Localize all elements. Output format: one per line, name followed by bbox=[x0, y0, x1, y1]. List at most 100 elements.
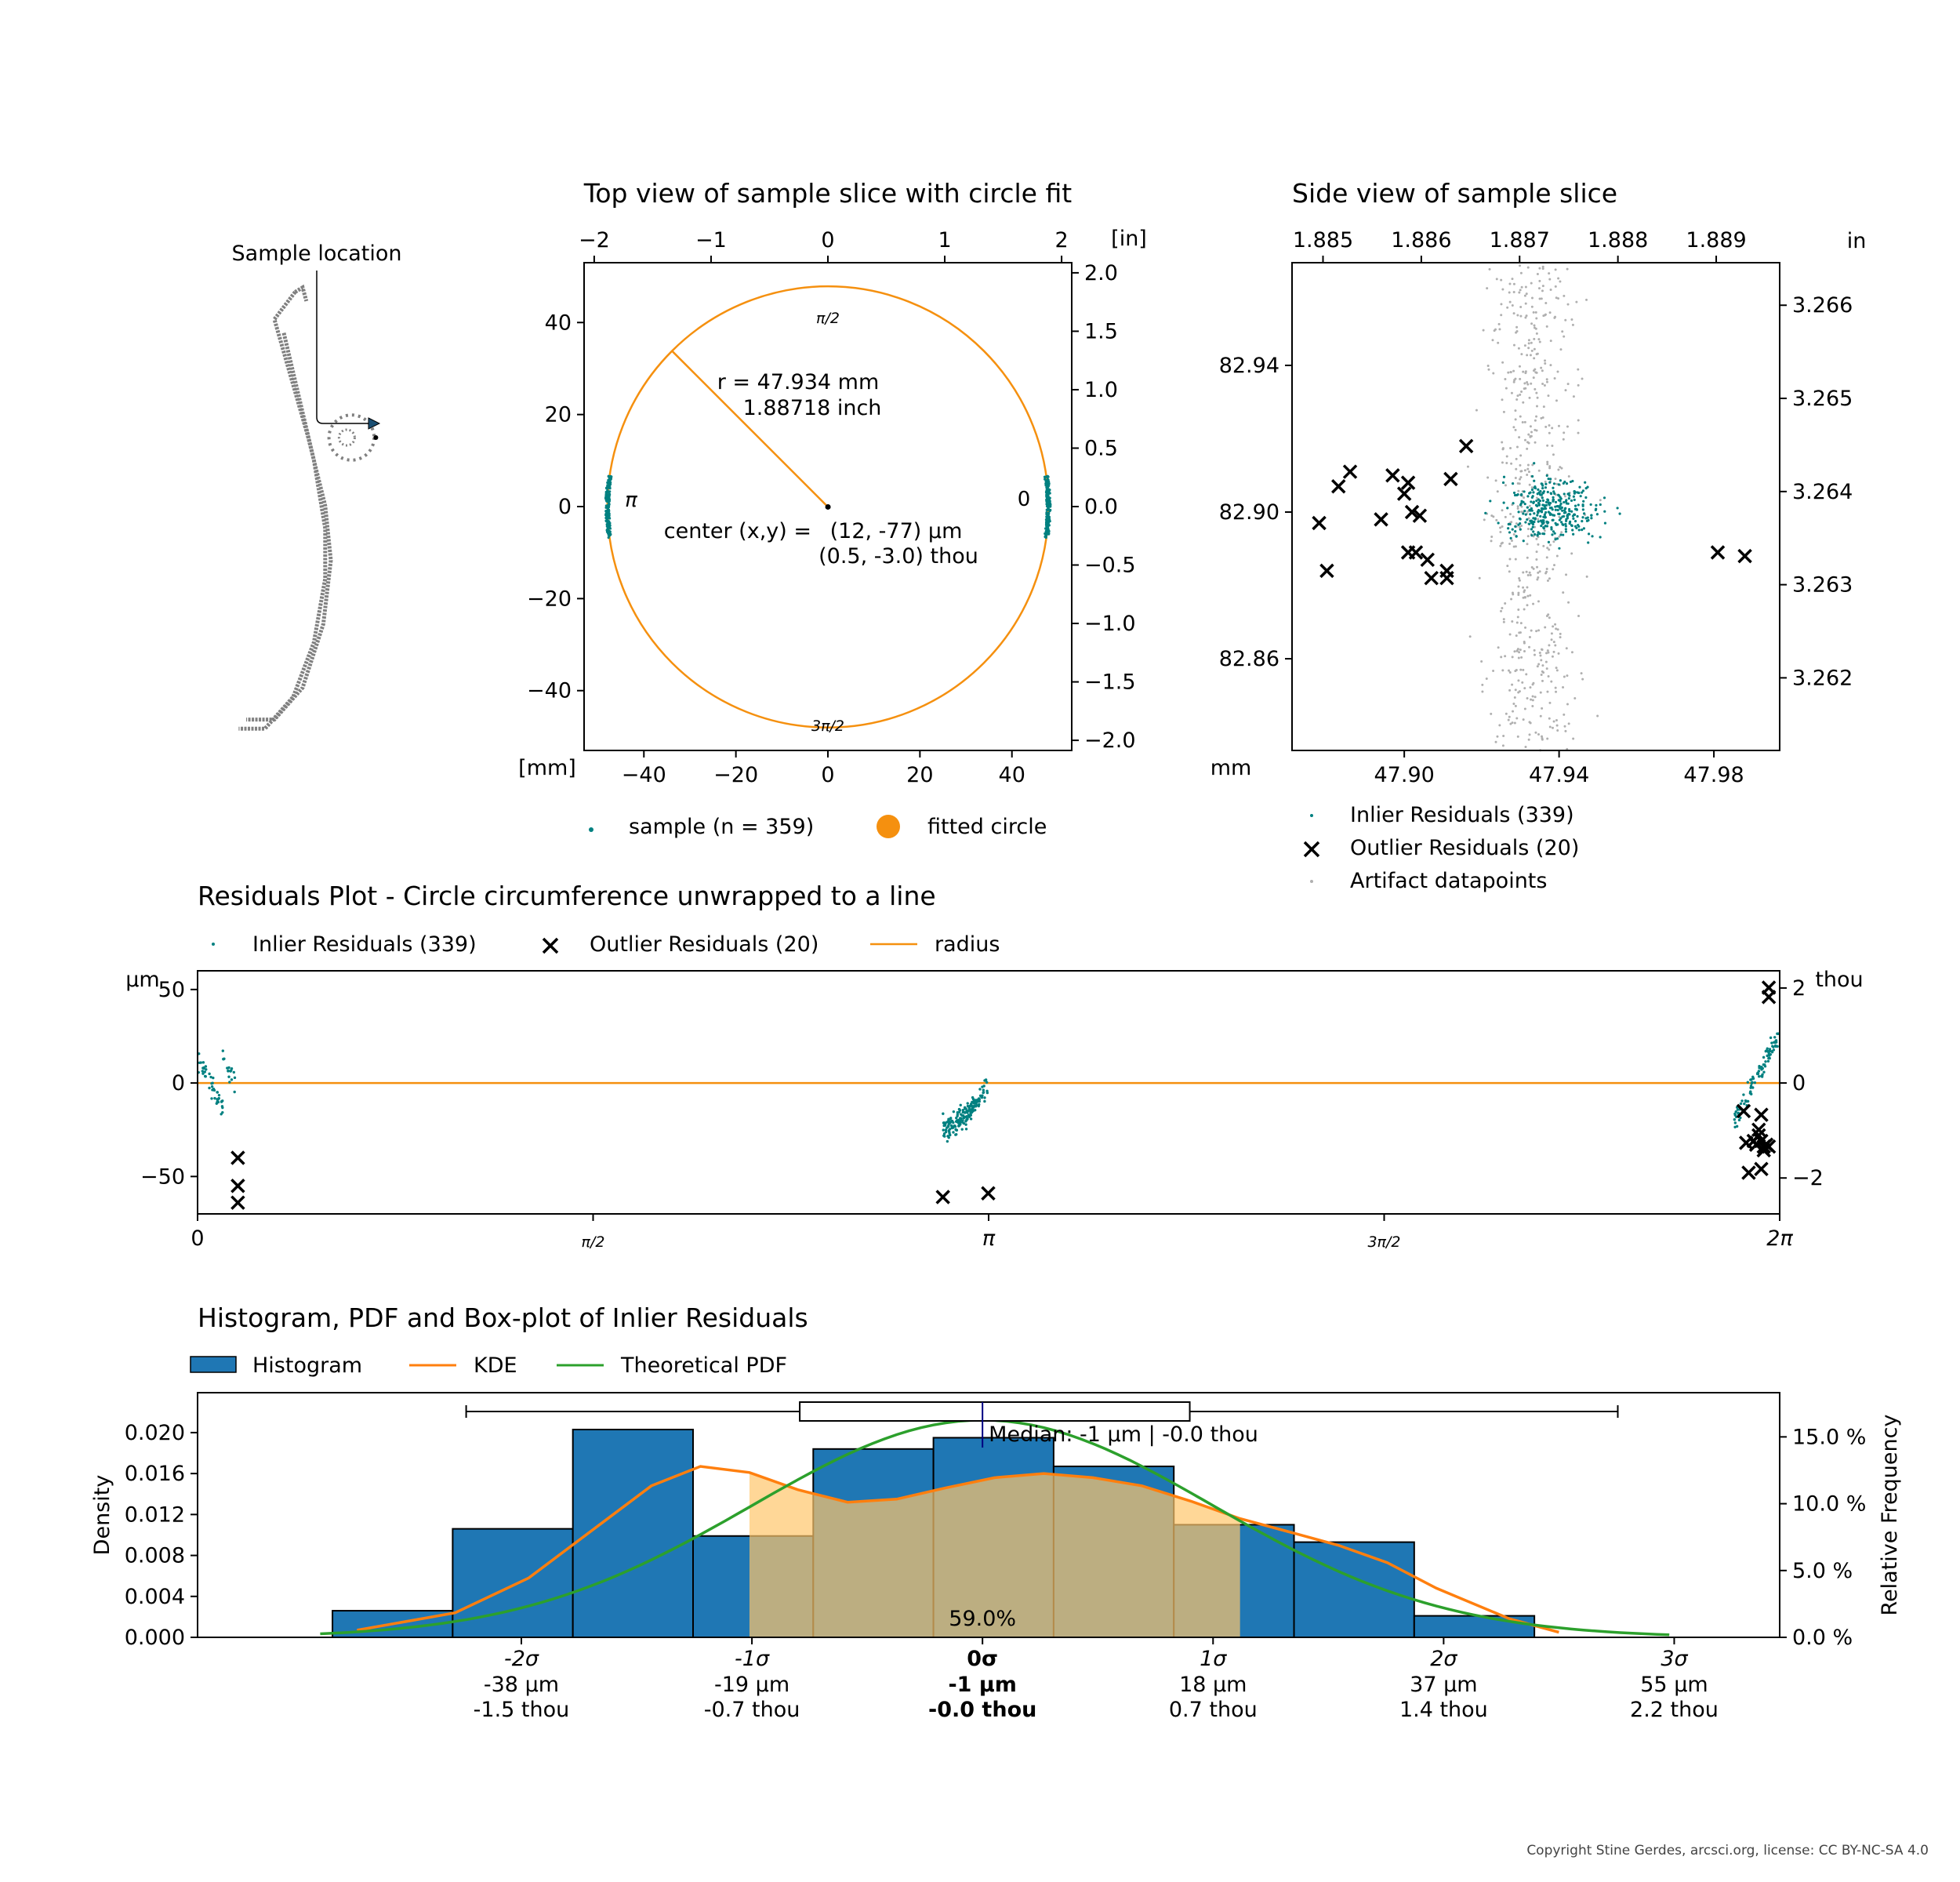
residual-inlier bbox=[1737, 1118, 1741, 1122]
outlier-point bbox=[1342, 464, 1358, 479]
residual-inlier bbox=[942, 1132, 946, 1135]
residual-inlier bbox=[1745, 1099, 1749, 1103]
inlier-point bbox=[1539, 519, 1542, 522]
residual-inlier bbox=[216, 1100, 220, 1104]
residual-outlier-stroke bbox=[1741, 1165, 1756, 1180]
artifact-point bbox=[1499, 531, 1502, 534]
artifact-point bbox=[1536, 578, 1539, 581]
residual-inlier bbox=[217, 1093, 221, 1097]
outlier-point bbox=[1420, 552, 1436, 568]
inlier-point bbox=[1540, 507, 1544, 510]
residual-inlier bbox=[1766, 1049, 1769, 1053]
sample-point bbox=[608, 497, 612, 501]
artifact-point bbox=[1534, 368, 1537, 371]
inlier-point bbox=[1531, 522, 1535, 526]
artifact-point bbox=[1573, 697, 1577, 700]
artifact-point bbox=[1556, 628, 1559, 631]
residual-inlier bbox=[1761, 1073, 1764, 1077]
inlier-point bbox=[1570, 499, 1573, 503]
inlier-point bbox=[1603, 510, 1606, 513]
artifact-point bbox=[1508, 543, 1512, 546]
artifact-point bbox=[1534, 441, 1537, 444]
sigma-label: 2σ bbox=[1430, 1647, 1457, 1671]
artifact-point bbox=[1523, 420, 1526, 423]
residual-inlier bbox=[952, 1110, 956, 1114]
inlier-point bbox=[1581, 520, 1584, 523]
artifact-point bbox=[1555, 669, 1559, 672]
inlier-point bbox=[1584, 517, 1588, 520]
top-ytick-label: −20 bbox=[527, 587, 572, 611]
legend-res-outlier-marker bbox=[542, 937, 559, 954]
artifact-point bbox=[1490, 540, 1493, 543]
artifact-point bbox=[1486, 476, 1490, 479]
artifact-point bbox=[1500, 303, 1503, 306]
residual-inlier bbox=[967, 1106, 971, 1109]
artifact-point bbox=[1529, 686, 1532, 689]
artifact-point bbox=[1507, 371, 1510, 374]
residual-inlier bbox=[227, 1070, 230, 1073]
inlier-point bbox=[1564, 510, 1567, 514]
artifact-point bbox=[1502, 735, 1505, 738]
side-points bbox=[1466, 264, 1621, 752]
artifact-point bbox=[1517, 679, 1520, 682]
residual-inlier bbox=[944, 1128, 948, 1132]
hist-ytick-label: 0.020 bbox=[125, 1421, 185, 1445]
sample-point bbox=[606, 507, 610, 510]
artifact-point bbox=[1512, 515, 1515, 518]
top-xtick-label: 20 bbox=[906, 763, 933, 787]
artifact-point bbox=[1519, 470, 1523, 473]
artifact-point bbox=[1520, 656, 1523, 659]
artifact-point bbox=[1529, 435, 1532, 438]
res-y2tick-label: 2 bbox=[1792, 976, 1806, 1001]
artifact-point bbox=[1516, 314, 1519, 317]
inlier-point bbox=[1530, 496, 1534, 500]
outlier-point bbox=[1458, 438, 1474, 454]
artifact-point bbox=[1551, 444, 1554, 447]
artifact-point bbox=[1533, 649, 1536, 652]
artifact-point bbox=[1522, 586, 1525, 589]
inlier-point bbox=[1502, 501, 1505, 504]
inlier-point bbox=[1551, 518, 1554, 522]
artifact-point bbox=[1541, 735, 1544, 738]
residual-inlier bbox=[201, 1061, 205, 1064]
side-x2label: in bbox=[1847, 229, 1867, 253]
artifact-point bbox=[1512, 710, 1515, 713]
inlier-point bbox=[1554, 500, 1558, 503]
artifact-point bbox=[1545, 570, 1548, 573]
artifact-point bbox=[1500, 314, 1503, 317]
artifact-point bbox=[1527, 738, 1530, 741]
inlier-point bbox=[1562, 533, 1565, 536]
artifact-point bbox=[1505, 462, 1508, 465]
artifact-point bbox=[1541, 664, 1544, 667]
artifact-point bbox=[1515, 717, 1519, 720]
artifact-point bbox=[1544, 626, 1547, 629]
residual-outlier bbox=[1754, 1107, 1769, 1122]
inlier-point bbox=[1527, 522, 1531, 525]
top-x2tick-label: −1 bbox=[695, 228, 727, 253]
artifact-point bbox=[1519, 393, 1522, 396]
outlier-point bbox=[1412, 508, 1428, 523]
residuals-title: Residuals Plot - Circle circumference un… bbox=[198, 881, 936, 911]
artifact-point bbox=[1555, 554, 1559, 558]
hist-ytick-label: 0.000 bbox=[125, 1626, 185, 1650]
artifact-point bbox=[1537, 338, 1541, 341]
artifact-point bbox=[1535, 429, 1538, 432]
inlier-point bbox=[1534, 486, 1537, 490]
artifact-point bbox=[1514, 476, 1517, 479]
residual-inlier bbox=[212, 1076, 215, 1080]
inlier-point bbox=[1507, 522, 1510, 526]
outlier-point bbox=[1374, 512, 1388, 527]
sigma-um-label: 18 µm bbox=[1179, 1673, 1247, 1697]
artifact-point bbox=[1494, 328, 1497, 331]
outlier-point bbox=[1331, 479, 1346, 494]
inlier-point bbox=[1568, 494, 1571, 497]
residual-inlier bbox=[1742, 1093, 1745, 1096]
artifact-point bbox=[1519, 631, 1522, 634]
inlier-point bbox=[1573, 492, 1576, 495]
residual-inlier bbox=[1769, 1036, 1773, 1040]
artifact-point bbox=[1519, 271, 1523, 274]
residual-inlier bbox=[942, 1128, 945, 1132]
inlier-point bbox=[1536, 510, 1540, 514]
artifact-point bbox=[1566, 383, 1570, 386]
artifact-point bbox=[1581, 377, 1584, 380]
